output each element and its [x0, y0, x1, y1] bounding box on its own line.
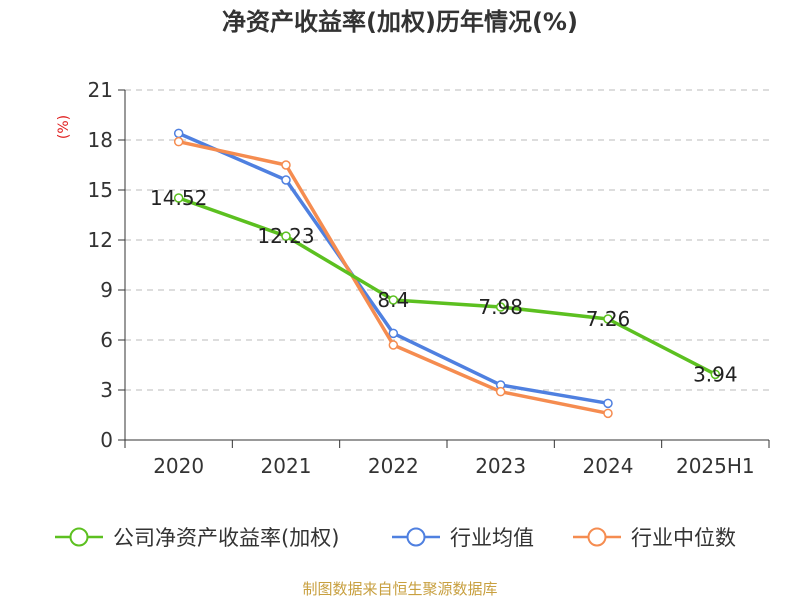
- data-point: [388, 328, 399, 339]
- x-tick-label: 2021: [261, 454, 312, 478]
- data-point: [710, 369, 721, 380]
- legend[interactable]: 公司净资产收益率(加权) 行业均值 行业中位数: [55, 526, 736, 550]
- y-tick-label: 12: [88, 228, 113, 252]
- series-line: [176, 196, 718, 377]
- y-tick-label: 15: [88, 178, 113, 202]
- series-line: [176, 139, 610, 416]
- legend-label: 行业中位数: [631, 526, 736, 550]
- legend-marker: [406, 527, 426, 547]
- data-label: 12.23: [257, 224, 314, 248]
- y-axis-unit: (%): [56, 115, 72, 139]
- data-point: [388, 295, 399, 305]
- y-tick-label: 6: [100, 328, 113, 352]
- y-tick-label: 18: [88, 128, 113, 152]
- series-line: [176, 131, 610, 406]
- x-tick-label: 2024: [583, 454, 634, 478]
- data-label: 7.26: [586, 307, 631, 331]
- data-point: [495, 302, 506, 312]
- data-point: [281, 175, 291, 185]
- data-label: 3.94: [693, 362, 738, 386]
- legend-label: 公司净资产收益率(加权): [113, 526, 339, 550]
- data-label: 14.52: [150, 186, 207, 210]
- x-tick-label: 2022: [368, 454, 419, 478]
- x-tick-label: 2025H1: [676, 454, 755, 478]
- y-tick-label: 0: [100, 428, 113, 452]
- axes: 0 3 6 9 12 15 18 21 2020 2021 2022 2023 2024 2025H1: [88, 78, 770, 478]
- data-point: [495, 386, 506, 397]
- source-note: 制图数据来自恒生聚源数据库: [302, 580, 497, 598]
- x-tick-label: 2020: [153, 454, 204, 478]
- legend-marker: [69, 527, 89, 547]
- chart-title: 净资产收益率(加权)历年情况(%): [222, 8, 578, 36]
- data-point: [173, 128, 184, 139]
- legend-label: 行业均值: [450, 526, 534, 550]
- data-point: [173, 136, 184, 147]
- data-point: [603, 408, 613, 419]
- y-tick-label: 9: [100, 278, 113, 302]
- data-point: [173, 193, 184, 203]
- data-point: [281, 231, 291, 241]
- y-tick-label: 3: [100, 378, 113, 402]
- data-label: 8.4: [377, 288, 409, 312]
- x-tick-label: 2023: [475, 454, 526, 478]
- y-tick-label: 21: [88, 78, 113, 102]
- data-point: [603, 314, 613, 324]
- data-label: 7.98: [478, 295, 523, 319]
- data-point: [388, 340, 399, 350]
- grid-lines: [125, 89, 769, 391]
- data-point: [603, 398, 613, 409]
- series-lines: [173, 128, 721, 419]
- data-point: [281, 160, 291, 170]
- data-labels: 14.52 12.23 8.4 7.98 7.26 3.94: [150, 186, 738, 386]
- legend-marker: [587, 527, 607, 547]
